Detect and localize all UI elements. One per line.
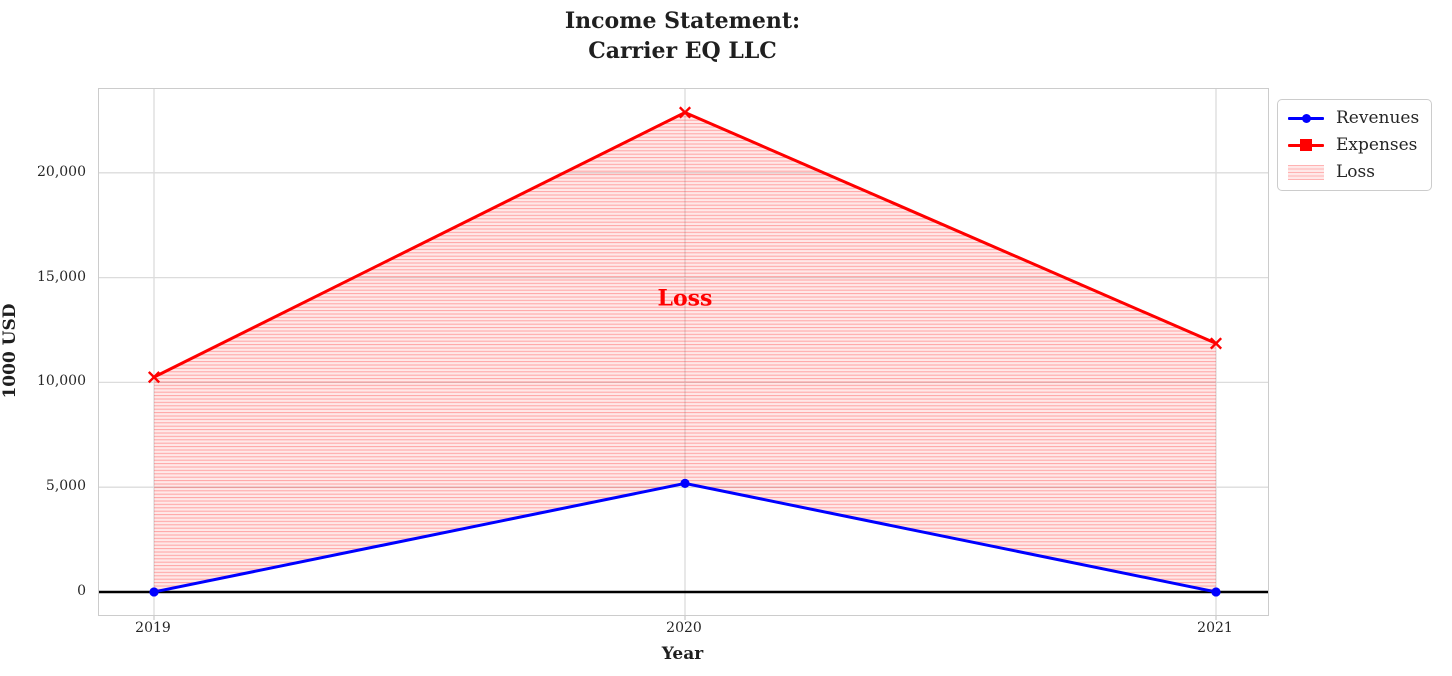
chart-title-line1: Income Statement:: [564, 8, 801, 34]
y-tick-label: 5,000: [45, 478, 86, 495]
y-tick-label: 10,000: [37, 373, 86, 390]
revenues-markers: [149, 478, 1221, 597]
legend-label: Loss: [1336, 162, 1375, 182]
legend-item-expenses: Expenses: [1288, 135, 1419, 155]
loss-annotation: Loss: [658, 286, 713, 312]
chart-title-line2: Carrier EQ LLC: [588, 38, 777, 64]
x-tick-label: 2019: [135, 620, 171, 636]
expenses-legend-marker-icon: [1288, 136, 1324, 154]
expenses-markers: [147, 106, 1223, 384]
loss-legend-swatch-icon: [1288, 165, 1324, 180]
x-axis-label: Year: [661, 644, 704, 664]
legend-label: Revenues: [1336, 108, 1420, 128]
revenues-legend-marker-icon: [1288, 109, 1324, 127]
legend: Revenues Expenses Loss: [1277, 99, 1433, 191]
plot-area: Loss: [98, 88, 1269, 620]
y-tick-label: 0: [77, 582, 86, 599]
y-tick-label: 20,000: [37, 163, 86, 180]
legend-item-loss: Loss: [1288, 162, 1419, 182]
loss-fill-area: [154, 112, 1216, 592]
chart-title: Income Statement: Carrier EQ LLC: [98, 6, 1267, 66]
chart-canvas: Loss: [99, 89, 1268, 620]
x-tick-label: 2020: [666, 620, 702, 636]
legend-label: Expenses: [1336, 135, 1418, 155]
y-tick-label: 15,000: [37, 268, 86, 285]
legend-item-revenues: Revenues: [1288, 108, 1419, 128]
x-tick-label: 2021: [1197, 620, 1233, 636]
y-axis-label: 1000 USD: [0, 303, 20, 399]
